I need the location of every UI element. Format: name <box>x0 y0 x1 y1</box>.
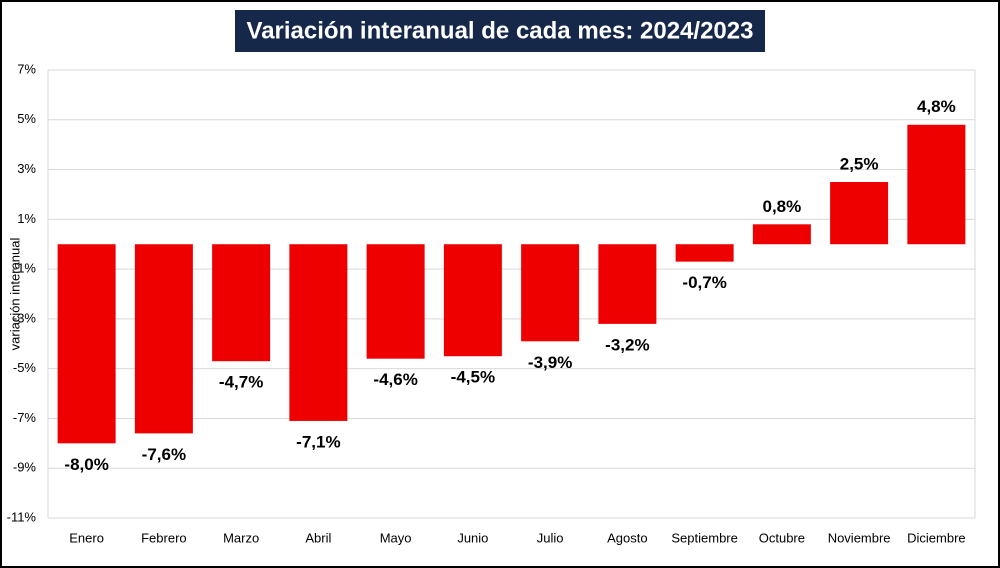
y-tick-label: -3% <box>13 310 37 325</box>
x-tick-label: Septiembre <box>671 530 737 545</box>
value-label: -8,0% <box>64 455 108 474</box>
bar <box>212 244 271 362</box>
value-label: 4,8% <box>917 97 956 116</box>
bar <box>134 244 193 434</box>
bar <box>366 244 425 359</box>
x-tick-label: Abril <box>305 530 331 545</box>
x-tick-label: Julio <box>537 530 564 545</box>
x-tick-label: Junio <box>457 530 488 545</box>
x-tick-label: Noviembre <box>828 530 891 545</box>
y-tick-label: -9% <box>13 460 37 475</box>
value-label: -7,6% <box>142 445 186 464</box>
value-label: 0,8% <box>763 197 802 216</box>
value-label: -7,1% <box>296 432 340 451</box>
y-axis-label: variación interanual <box>7 238 22 351</box>
bar <box>598 244 657 324</box>
x-tick-label: Diciembre <box>907 530 966 545</box>
bar <box>830 182 889 245</box>
value-label: -4,6% <box>373 370 417 389</box>
x-tick-label: Mayo <box>380 530 412 545</box>
value-label: -4,5% <box>451 368 495 387</box>
title-box <box>235 10 765 52</box>
bar <box>675 244 734 262</box>
y-tick-label: -1% <box>13 261 37 276</box>
bar <box>521 244 580 342</box>
y-tick-label: 5% <box>17 111 36 126</box>
bar <box>289 244 348 421</box>
x-tick-label: Marzo <box>223 530 259 545</box>
y-tick-label: -7% <box>13 410 37 425</box>
value-label: -4,7% <box>219 373 263 392</box>
bar <box>57 244 116 444</box>
y-tick-label: 3% <box>17 161 36 176</box>
value-label: -3,9% <box>528 353 572 372</box>
bar <box>907 124 966 245</box>
y-tick-label: 7% <box>17 61 36 76</box>
x-tick-label: Agosto <box>607 530 647 545</box>
chart-title: Variación interanual de cada mes: 2024/2… <box>247 17 754 44</box>
y-tick-label: -5% <box>13 360 37 375</box>
bar <box>443 244 502 357</box>
x-tick-label: Enero <box>69 530 104 545</box>
x-tick-label: Octubre <box>759 530 805 545</box>
y-tick-label: 1% <box>17 211 36 226</box>
value-label: 2,5% <box>840 154 879 173</box>
value-label: -0,7% <box>682 273 726 292</box>
bar <box>752 224 811 245</box>
value-label: -3,2% <box>605 335 649 354</box>
x-tick-label: Febrero <box>141 530 187 545</box>
y-tick-label: -11% <box>7 509 37 524</box>
